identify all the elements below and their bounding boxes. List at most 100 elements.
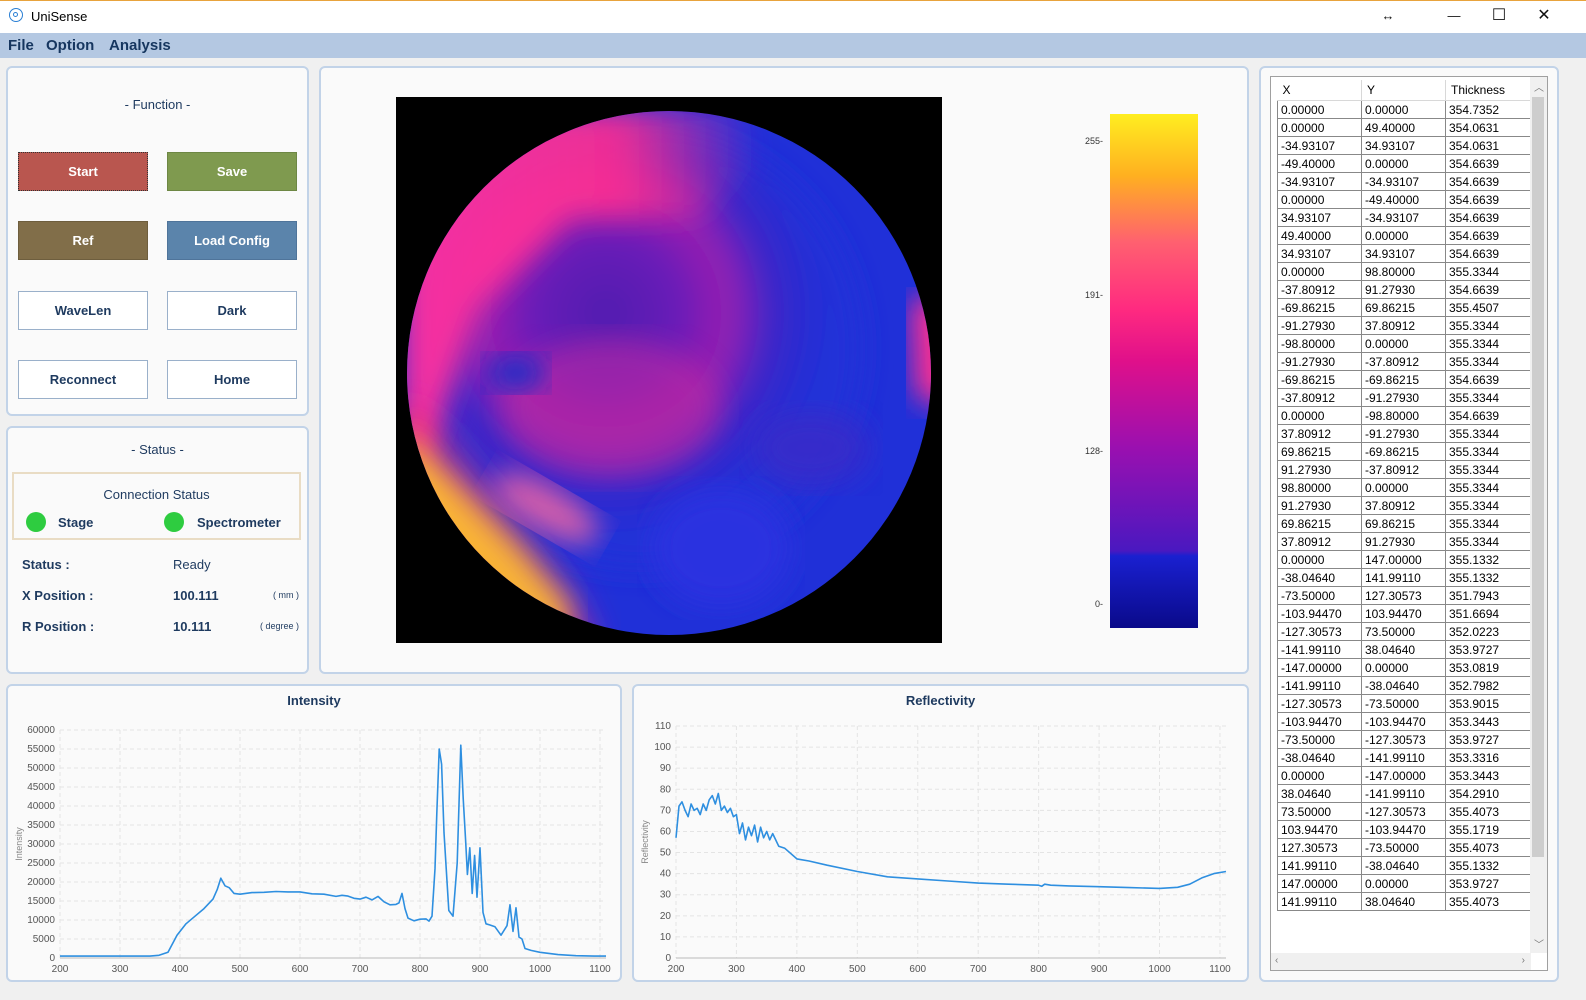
cell-x[interactable]: -37.80912 — [1277, 280, 1362, 299]
table-row[interactable]: -141.99110 38.04640 353.9727 — [1277, 640, 1534, 659]
cell-y[interactable]: 37.80912 — [1361, 496, 1446, 515]
cell-thickness[interactable]: 353.3443 — [1445, 766, 1534, 785]
cell-y[interactable]: 69.86215 — [1361, 514, 1446, 533]
cell-thickness[interactable]: 352.0223 — [1445, 622, 1534, 641]
cell-thickness[interactable]: 354.7352 — [1445, 100, 1534, 119]
cell-y[interactable]: -73.50000 — [1361, 838, 1446, 857]
cell-y[interactable]: -38.04640 — [1361, 676, 1446, 695]
cell-x[interactable]: 69.86215 — [1277, 442, 1362, 461]
cell-thickness[interactable]: 353.0819 — [1445, 658, 1534, 677]
table-row[interactable]: 91.27930 -37.80912 355.3344 — [1277, 460, 1534, 479]
cell-x[interactable]: 49.40000 — [1277, 226, 1362, 245]
cell-x[interactable]: -73.50000 — [1277, 586, 1362, 605]
table-row[interactable]: -103.94470 -103.94470 353.3443 — [1277, 712, 1534, 731]
horizontal-scrollbar[interactable]: ‹ › — [1271, 953, 1531, 970]
cell-thickness[interactable]: 353.9727 — [1445, 730, 1534, 749]
cell-thickness[interactable]: 355.4073 — [1445, 892, 1534, 911]
cell-x[interactable]: 98.80000 — [1277, 478, 1362, 497]
cell-x[interactable]: 34.93107 — [1277, 208, 1362, 227]
cell-y[interactable]: -37.80912 — [1361, 352, 1446, 371]
cell-y[interactable]: -69.86215 — [1361, 442, 1446, 461]
cell-thickness[interactable]: 353.9727 — [1445, 640, 1534, 659]
cell-thickness[interactable]: 355.3344 — [1445, 478, 1534, 497]
cell-x[interactable]: -127.30573 — [1277, 694, 1362, 713]
table-row[interactable]: 37.80912 -91.27930 355.3344 — [1277, 424, 1534, 443]
cell-thickness[interactable]: 355.3344 — [1445, 388, 1534, 407]
cell-x[interactable]: 34.93107 — [1277, 244, 1362, 263]
cell-x[interactable]: -38.04640 — [1277, 748, 1362, 767]
table-row[interactable]: 147.00000 0.00000 353.9727 — [1277, 874, 1534, 893]
cell-y[interactable]: -91.27930 — [1361, 424, 1446, 443]
table-row[interactable]: 127.30573 -73.50000 355.4073 — [1277, 838, 1534, 857]
cell-y[interactable]: 49.40000 — [1361, 118, 1446, 137]
cell-y[interactable]: 0.00000 — [1361, 658, 1446, 677]
scrollbar-thumb[interactable] — [1532, 97, 1544, 857]
cell-thickness[interactable]: 354.2910 — [1445, 784, 1534, 803]
dark-button[interactable]: Dark — [167, 291, 297, 330]
cell-y[interactable]: 38.04640 — [1361, 640, 1446, 659]
cell-y[interactable]: 103.94470 — [1361, 604, 1446, 623]
table-row[interactable]: 69.86215 -69.86215 355.3344 — [1277, 442, 1534, 461]
cell-thickness[interactable]: 354.6639 — [1445, 280, 1534, 299]
scroll-up-icon[interactable]: ︿ — [1534, 83, 1544, 94]
cell-x[interactable]: -103.94470 — [1277, 604, 1362, 623]
cell-y[interactable]: 0.00000 — [1361, 226, 1446, 245]
load-config-button[interactable]: Load Config — [167, 221, 297, 260]
table-row[interactable]: 0.00000 49.40000 354.0631 — [1277, 118, 1534, 137]
cell-thickness[interactable]: 351.6694 — [1445, 604, 1534, 623]
table-row[interactable]: 0.00000 147.00000 355.1332 — [1277, 550, 1534, 569]
cell-x[interactable]: 91.27930 — [1277, 496, 1362, 515]
cell-y[interactable]: 0.00000 — [1361, 100, 1446, 119]
cell-thickness[interactable]: 355.1332 — [1445, 550, 1534, 569]
table-row[interactable]: -127.30573 -73.50000 353.9015 — [1277, 694, 1534, 713]
resize-icon[interactable]: ↔ — [1381, 8, 1395, 23]
column-header-thickness[interactable]: Thickness — [1445, 80, 1534, 101]
cell-thickness[interactable]: 354.6639 — [1445, 208, 1534, 227]
cell-x[interactable]: 0.00000 — [1277, 406, 1362, 425]
cell-thickness[interactable]: 354.6639 — [1445, 406, 1534, 425]
cell-y[interactable]: 147.00000 — [1361, 550, 1446, 569]
cell-y[interactable]: 0.00000 — [1361, 478, 1446, 497]
table-row[interactable]: 0.00000 0.00000 354.7352 — [1277, 100, 1534, 119]
cell-x[interactable]: -37.80912 — [1277, 388, 1362, 407]
table-row[interactable]: -98.80000 0.00000 355.3344 — [1277, 334, 1534, 353]
reconnect-button[interactable]: Reconnect — [18, 360, 148, 399]
cell-y[interactable]: -127.30573 — [1361, 730, 1446, 749]
close-button[interactable]: ✕ — [1537, 7, 1551, 24]
data-table[interactable]: X Y Thickness 0.00000 0.00000 354.7352 0.00… — [1270, 76, 1548, 971]
cell-x[interactable]: 37.80912 — [1277, 424, 1362, 443]
table-row[interactable]: 0.00000 -98.80000 354.6639 — [1277, 406, 1534, 425]
cell-x[interactable]: -73.50000 — [1277, 730, 1362, 749]
table-row[interactable]: -69.86215 -69.86215 354.6639 — [1277, 370, 1534, 389]
table-row[interactable]: -91.27930 37.80912 355.3344 — [1277, 316, 1534, 335]
cell-thickness[interactable]: 355.3344 — [1445, 460, 1534, 479]
table-row[interactable]: -147.00000 0.00000 353.0819 — [1277, 658, 1534, 677]
cell-thickness[interactable]: 355.1332 — [1445, 856, 1534, 875]
home-button[interactable]: Home — [167, 360, 297, 399]
cell-y[interactable]: -98.80000 — [1361, 406, 1446, 425]
cell-x[interactable]: 0.00000 — [1277, 550, 1362, 569]
cell-thickness[interactable]: 352.7982 — [1445, 676, 1534, 695]
table-row[interactable]: -37.80912 91.27930 354.6639 — [1277, 280, 1534, 299]
cell-y[interactable]: -34.93107 — [1361, 208, 1446, 227]
cell-y[interactable]: 73.50000 — [1361, 622, 1446, 641]
table-row[interactable]: -103.94470 103.94470 351.6694 — [1277, 604, 1534, 623]
cell-y[interactable]: 127.30573 — [1361, 586, 1446, 605]
cell-x[interactable]: 91.27930 — [1277, 460, 1362, 479]
cell-thickness[interactable]: 351.7943 — [1445, 586, 1534, 605]
cell-x[interactable]: -49.40000 — [1277, 154, 1362, 173]
table-row[interactable]: 91.27930 37.80912 355.3344 — [1277, 496, 1534, 515]
table-row[interactable]: -73.50000 -127.30573 353.9727 — [1277, 730, 1534, 749]
cell-y[interactable]: -73.50000 — [1361, 694, 1446, 713]
scroll-right-icon[interactable]: › — [1521, 955, 1525, 966]
vertical-scrollbar[interactable]: ︿ ﹀ — [1530, 77, 1547, 953]
table-row[interactable]: -34.93107 34.93107 354.0631 — [1277, 136, 1534, 155]
cell-y[interactable]: -103.94470 — [1361, 820, 1446, 839]
cell-x[interactable]: -103.94470 — [1277, 712, 1362, 731]
table-row[interactable]: 34.93107 34.93107 354.6639 — [1277, 244, 1534, 263]
cell-y[interactable]: 91.27930 — [1361, 280, 1446, 299]
cell-x[interactable]: -34.93107 — [1277, 136, 1362, 155]
cell-x[interactable]: 141.99110 — [1277, 892, 1362, 911]
column-header-x[interactable]: X — [1277, 80, 1362, 101]
cell-thickness[interactable]: 354.6639 — [1445, 154, 1534, 173]
